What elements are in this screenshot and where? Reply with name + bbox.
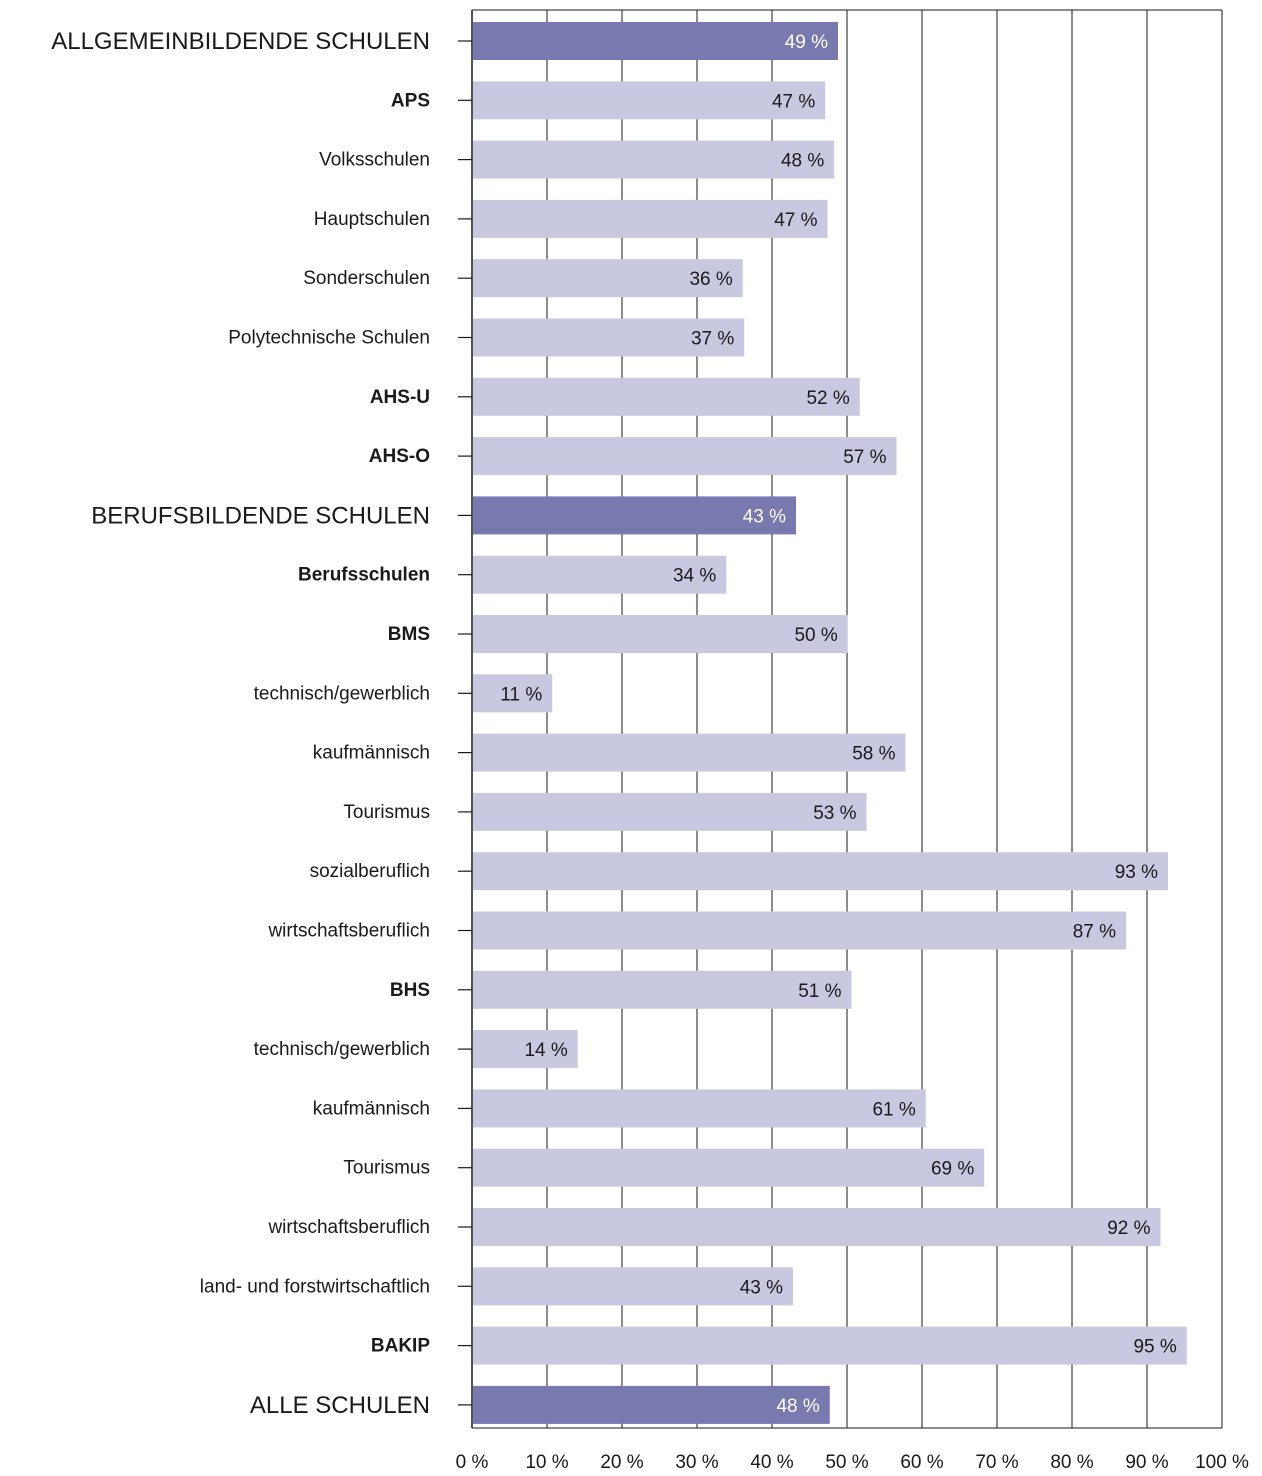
value-label: 11 % <box>500 684 542 705</box>
x-tick-label: 90 % <box>1125 1452 1168 1473</box>
bar <box>473 437 897 476</box>
bar <box>473 555 727 594</box>
category-label: technisch/gewerblich <box>254 1039 430 1060</box>
value-label: 34 % <box>673 566 716 587</box>
bar <box>473 1208 1161 1246</box>
bar <box>473 199 828 238</box>
value-label: 47 % <box>774 210 817 231</box>
bar <box>473 22 838 60</box>
category-label: Berufsschulen <box>298 565 430 586</box>
category-label: land- und forstwirtschaftlich <box>200 1276 430 1297</box>
bar <box>473 615 848 653</box>
bar <box>473 377 860 416</box>
value-label: 87 % <box>1073 922 1116 943</box>
category-label: Volksschulen <box>319 150 430 171</box>
category-label: kaufmännisch <box>313 1098 430 1119</box>
bar <box>473 259 743 298</box>
category-label: technisch/gewerblich <box>254 683 430 704</box>
value-label: 92 % <box>1107 1218 1150 1239</box>
bar <box>473 911 1126 950</box>
x-tick-label: 70 % <box>975 1452 1018 1473</box>
grid-lines <box>546 10 1223 1428</box>
value-label: 51 % <box>798 981 841 1002</box>
category-label: sozialberuflich <box>310 861 430 882</box>
bar <box>473 733 906 772</box>
axes <box>458 9 1222 1429</box>
bar <box>473 1385 830 1424</box>
category-label: AHS-O <box>369 446 430 467</box>
bar <box>473 852 1168 891</box>
bar <box>473 674 553 713</box>
value-label: 57 % <box>843 447 886 468</box>
category-label: kaufmännisch <box>313 743 430 764</box>
bar <box>473 970 852 1009</box>
value-label: 43 % <box>743 506 786 527</box>
value-label: 48 % <box>781 151 824 172</box>
bar <box>473 81 826 120</box>
category-label: Tourismus <box>343 802 430 823</box>
x-tick-label: 80 % <box>1050 1452 1093 1473</box>
category-label: BERUFSBILDENDE SCHULEN <box>91 502 430 529</box>
value-label: 47 % <box>772 91 815 112</box>
x-tick-label: 30 % <box>675 1452 718 1473</box>
value-label: 93 % <box>1115 862 1158 883</box>
x-tick-label: 0 % <box>456 1452 489 1473</box>
value-label: 36 % <box>689 269 732 290</box>
x-tick-label: 50 % <box>825 1452 868 1473</box>
category-label: ALLE SCHULEN <box>250 1392 430 1419</box>
category-label: BAKIP <box>371 1336 430 1357</box>
value-label: 61 % <box>872 1099 915 1120</box>
value-label: 48 % <box>776 1396 819 1417</box>
bar <box>473 140 835 179</box>
x-tick-labels: 0 % 10 % 20 % 30 % 40 % 50 % 60 % 70 % 80 % 90 % 1… <box>456 1452 1249 1473</box>
value-label: 50 % <box>794 625 837 646</box>
bar <box>473 1326 1187 1365</box>
category-label: AHS-U <box>370 387 430 408</box>
value-labels: 49 % 47 % 48 % 47 % 36 % 37 % 52 % 57 % 43 % 34 %… <box>500 32 1177 1417</box>
x-tick-label: 60 % <box>900 1452 943 1473</box>
bar <box>473 1030 578 1069</box>
category-label: BMS <box>388 624 430 645</box>
bar <box>473 792 867 831</box>
category-label: BHS <box>390 980 430 1001</box>
value-label: 43 % <box>740 1277 783 1298</box>
x-tick-label: 100 % <box>1195 1452 1249 1473</box>
x-tick-label: 40 % <box>750 1452 793 1473</box>
value-label: 58 % <box>852 744 895 765</box>
bar <box>473 1148 985 1187</box>
value-label: 53 % <box>813 803 856 824</box>
category-label: Hauptschulen <box>314 209 430 230</box>
x-tick-label: 20 % <box>600 1452 643 1473</box>
category-label: Tourismus <box>343 1158 430 1179</box>
value-label: 49 % <box>785 32 828 53</box>
value-label: 37 % <box>691 329 734 350</box>
value-label: 69 % <box>931 1159 974 1180</box>
bar <box>473 1089 926 1128</box>
bar <box>473 318 745 357</box>
value-label: 14 % <box>524 1040 567 1061</box>
bar <box>473 496 796 535</box>
category-label: wirtschaftsberuflich <box>267 1217 430 1238</box>
category-label: wirtschaftsberuflich <box>267 921 430 942</box>
bars <box>473 22 1187 1424</box>
x-tick-label: 10 % <box>525 1452 568 1473</box>
category-label: ALLGEMEINBILDENDE SCHULEN <box>51 28 430 55</box>
category-label: Sonderschulen <box>303 268 430 289</box>
bar <box>473 1267 793 1306</box>
category-label: Polytechnische Schulen <box>228 328 430 349</box>
category-label: APS <box>391 90 430 111</box>
value-label: 95 % <box>1133 1337 1176 1358</box>
category-labels: ALLGEMEINBILDENDE SCHULEN APS Volksschulen… <box>51 28 430 1419</box>
value-label: 52 % <box>806 388 849 409</box>
